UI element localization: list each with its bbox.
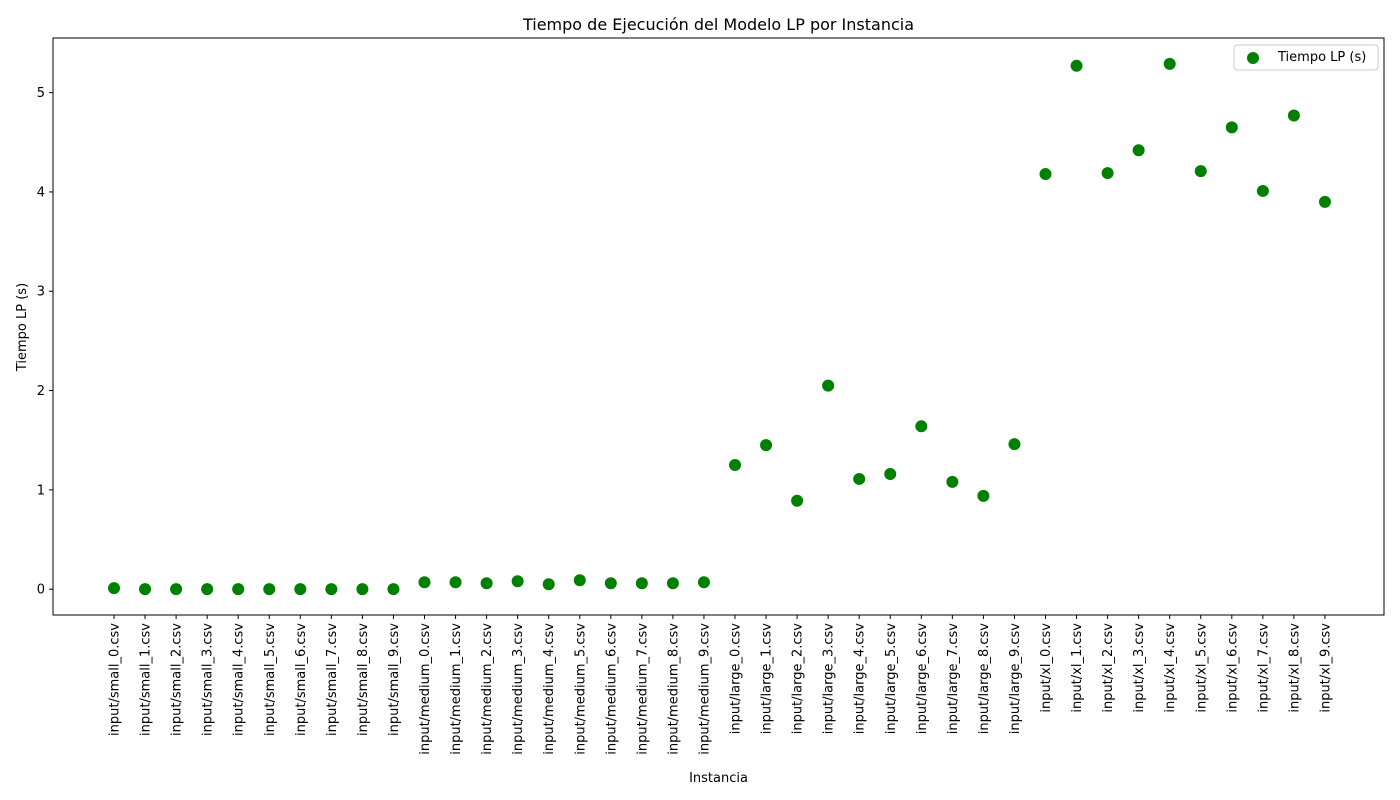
x-tick-label: input/small_7.csv (325, 623, 340, 736)
x-tick-label: input/medium_1.csv (449, 623, 464, 755)
axes-frame (52, 37, 1385, 616)
data-point (139, 583, 152, 596)
x-tick-label: input/medium_6.csv (604, 623, 619, 755)
x-tick-label: input/small_5.csv (263, 623, 278, 736)
x-tick-label: input/large_2.csv (791, 623, 806, 735)
y-tick-label: 4 (37, 185, 45, 200)
data-point (635, 577, 648, 590)
x-tick-label: input/small_2.csv (170, 623, 185, 736)
y-axis-label: Tiempo LP (s) (15, 283, 30, 372)
data-point (387, 583, 400, 596)
x-tick-label: input/medium_4.csv (542, 623, 557, 755)
y-tick-label: 2 (37, 384, 45, 399)
data-point (822, 379, 835, 392)
x-axis-label: Instancia (689, 771, 748, 786)
data-point (666, 577, 679, 590)
data-point (1070, 59, 1083, 72)
x-tick-label: input/xl_7.csv (1256, 623, 1271, 713)
y-tick-label: 3 (37, 285, 45, 300)
y-tick-label: 5 (37, 86, 45, 101)
data-point (449, 576, 462, 589)
plot-area: 0 1 2 3 4 5 input/small_0.csv input/small_1.csv… (37, 57, 1333, 755)
x-tick-label: input/large_6.csv (915, 623, 930, 735)
data-point (542, 578, 555, 591)
data-point (418, 576, 431, 589)
data-point (325, 583, 338, 596)
data-point (977, 489, 990, 502)
x-tick-label: input/small_8.csv (356, 623, 371, 736)
data-point (263, 583, 276, 596)
data-point (1225, 121, 1238, 134)
x-tick-label: input/small_9.csv (387, 623, 402, 736)
chart-title: Tiempo de Ejecución del Modelo LP por In… (522, 15, 914, 34)
data-point (604, 577, 617, 590)
data-point (791, 494, 804, 507)
data-point (1163, 57, 1176, 70)
x-tick-label: input/medium_7.csv (635, 623, 650, 755)
x-tick-label: input/large_1.csv (760, 623, 775, 735)
x-tick-label: input/xl_1.csv (1070, 623, 1085, 713)
legend-label: Tiempo LP (s) (1277, 50, 1366, 65)
data-point (1256, 184, 1269, 197)
data-point (884, 467, 897, 480)
x-tick-label: input/small_4.csv (232, 623, 247, 736)
x-tick-label: input/large_5.csv (884, 623, 899, 735)
legend: Tiempo LP (s) (1233, 44, 1379, 71)
legend-marker (1247, 52, 1259, 64)
x-tick-label: input/xl_8.csv (1287, 623, 1302, 713)
x-tick-label: input/large_8.csv (977, 623, 992, 735)
x-tick-label: input/large_0.csv (729, 623, 744, 735)
x-tick-label: input/xl_5.csv (1194, 623, 1209, 713)
data-point (1132, 144, 1145, 157)
data-point (511, 575, 524, 588)
data-point (1318, 195, 1331, 208)
data-point (697, 576, 710, 589)
x-tick-label: input/xl_9.csv (1318, 623, 1333, 713)
x-tick-label: input/large_7.csv (946, 623, 961, 735)
data-point (760, 439, 773, 452)
x-tick-label: input/large_3.csv (822, 623, 837, 735)
x-tick-label: input/xl_3.csv (1132, 623, 1147, 713)
x-tick-label: input/xl_2.csv (1101, 623, 1116, 713)
y-tick-label: 0 (37, 583, 45, 598)
x-tick-label: input/large_4.csv (853, 623, 868, 735)
x-tick-label: input/small_1.csv (139, 623, 154, 736)
x-tick-label: input/medium_9.csv (697, 623, 712, 755)
data-point (1287, 109, 1300, 122)
y-tick-label: 1 (37, 483, 45, 498)
x-tick-label: input/medium_8.csv (666, 623, 681, 755)
data-point (915, 420, 928, 433)
data-point (480, 577, 493, 590)
data-point (946, 475, 959, 488)
x-tick-label: input/small_6.csv (294, 623, 309, 736)
data-point (356, 583, 369, 596)
legend-box (1233, 44, 1379, 71)
x-tick-label: input/medium_3.csv (511, 623, 526, 755)
data-point (853, 472, 866, 485)
data-point (1194, 165, 1207, 178)
x-tick-label: input/xl_4.csv (1163, 623, 1178, 713)
data-point (1039, 168, 1052, 181)
data-point (201, 583, 214, 596)
x-tick-label: input/medium_5.csv (573, 623, 588, 755)
data-point (1008, 438, 1021, 451)
data-point (1101, 167, 1114, 180)
x-tick-label: input/medium_2.csv (480, 623, 495, 755)
x-tick-label: input/xl_6.csv (1225, 623, 1240, 713)
data-point (294, 583, 307, 596)
x-tick-label: input/large_9.csv (1008, 623, 1023, 735)
data-point (729, 459, 741, 472)
x-tick-label: input/small_3.csv (201, 623, 216, 736)
data-point (573, 574, 586, 587)
data-point (232, 583, 245, 596)
data-point (170, 583, 183, 596)
x-tick-label: input/medium_0.csv (418, 623, 433, 755)
x-tick-label: input/xl_0.csv (1039, 623, 1054, 713)
x-tick-label: input/small_0.csv (108, 623, 123, 736)
data-point (108, 582, 120, 595)
